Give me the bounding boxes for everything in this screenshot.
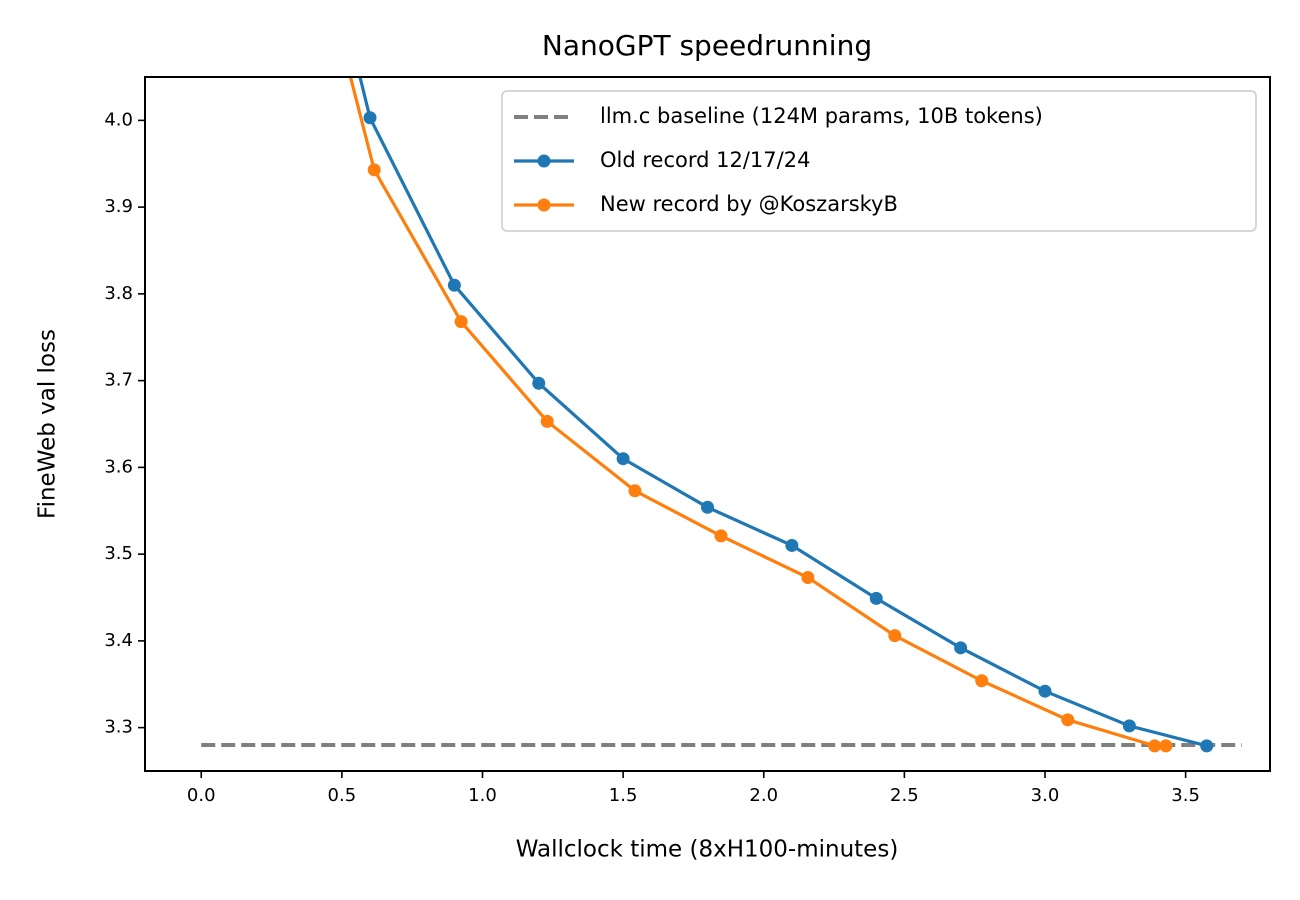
- y-tick-label: 3.5: [104, 543, 133, 564]
- y-axis-label: FineWeb val loss: [35, 329, 61, 519]
- axes-frame: [144, 76, 1271, 772]
- data-point: [975, 674, 989, 688]
- legend-label: llm.c baseline (124M params, 10B tokens): [600, 104, 1043, 128]
- x-tick-label: 0.0: [187, 785, 216, 806]
- data-point: [1200, 739, 1214, 753]
- x-tick-label: 2.5: [890, 785, 919, 806]
- data-point: [363, 111, 377, 125]
- data-point: [1061, 713, 1075, 727]
- legend-label: Old record 12/17/24: [600, 148, 810, 172]
- data-point: [367, 163, 381, 177]
- x-axis-label: Wallclock time (8xH100-minutes): [516, 837, 899, 863]
- data-point: [454, 315, 468, 329]
- data-point: [532, 376, 546, 390]
- x-tick-label: 1.0: [468, 785, 497, 806]
- x-tick-label: 0.5: [328, 785, 357, 806]
- data-point: [616, 452, 630, 466]
- x-tick-label: 3.0: [1031, 785, 1060, 806]
- y-tick-label: 3.9: [104, 196, 133, 217]
- x-tick-label: 3.5: [1171, 785, 1200, 806]
- legend-label: New record by @KoszarskyB: [600, 192, 898, 216]
- data-point: [714, 529, 728, 543]
- y-tick-label: 3.7: [104, 370, 133, 391]
- data-point: [801, 571, 815, 585]
- x-tick-label: 2.0: [749, 785, 778, 806]
- y-tick-label: 3.3: [104, 717, 133, 738]
- data-point: [954, 641, 968, 655]
- data-point: [1159, 739, 1173, 753]
- series-line: [358, 77, 1208, 748]
- data-point: [888, 629, 902, 643]
- y-tick-label: 3.4: [104, 630, 133, 651]
- legend-box: [501, 90, 1257, 232]
- data-point: [1122, 719, 1136, 733]
- data-point: [1038, 684, 1052, 698]
- legend-marker: [537, 198, 551, 212]
- series-line: [348, 77, 1166, 748]
- data-point: [628, 484, 642, 498]
- legend-marker: [537, 154, 551, 168]
- y-tick-label: 3.6: [104, 456, 133, 477]
- y-tick-label: 4.0: [104, 109, 133, 130]
- chart-title: NanoGPT speedrunning: [542, 29, 872, 62]
- data-point: [701, 500, 714, 514]
- x-tick-label: 1.5: [609, 785, 638, 806]
- plot-area: [201, 77, 1242, 753]
- data-point: [540, 414, 554, 428]
- y-tick-label: 3.8: [104, 283, 133, 304]
- data-point: [869, 591, 883, 605]
- data-point: [1148, 739, 1162, 753]
- data-point: [785, 538, 799, 552]
- data-point: [447, 278, 461, 292]
